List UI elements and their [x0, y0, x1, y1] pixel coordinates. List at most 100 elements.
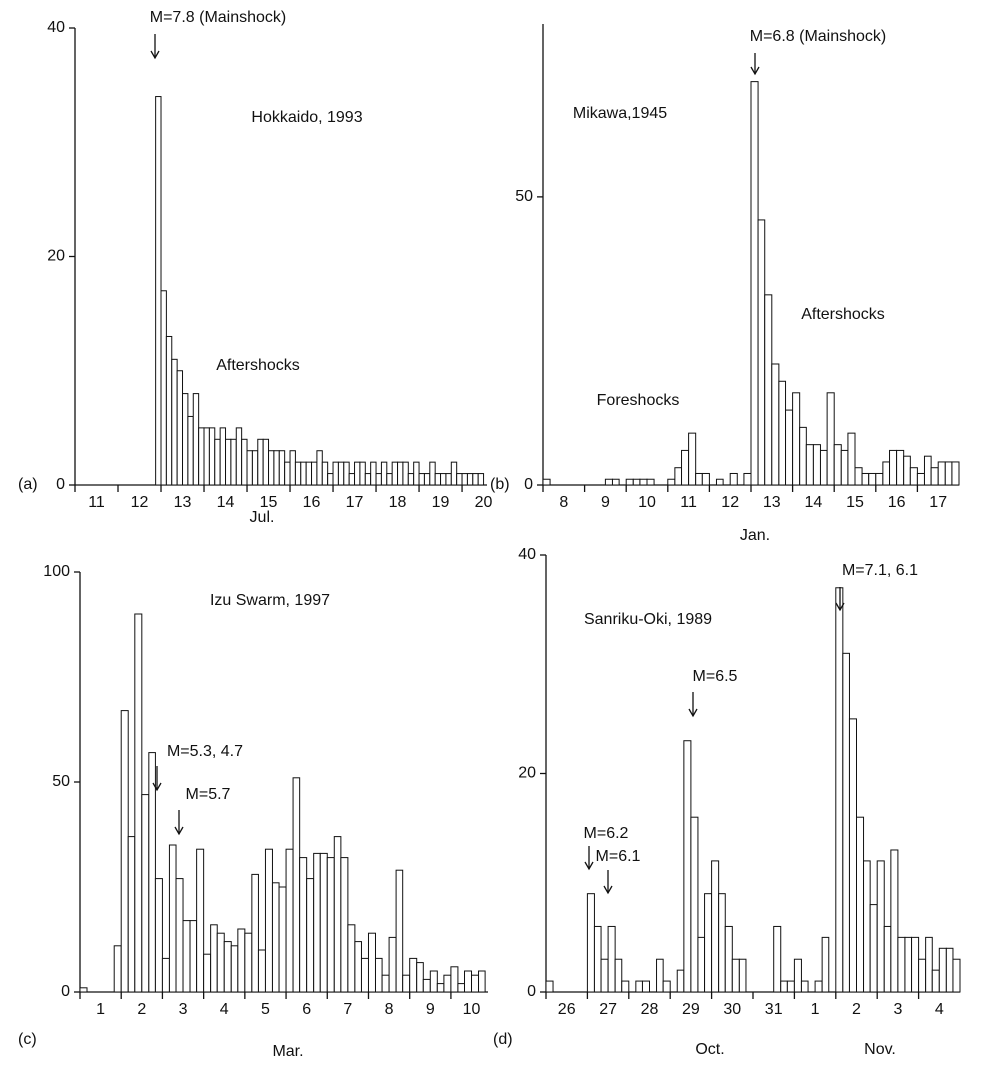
bar — [402, 461, 409, 486]
bar — [402, 974, 411, 993]
x-tick-label: 17 — [346, 494, 364, 511]
bar — [380, 461, 388, 486]
annotation: Aftershocks — [216, 357, 300, 374]
y-tick-label: 0 — [524, 476, 533, 493]
x-tick-label: 9 — [601, 494, 610, 511]
annotation: Foreshocks — [597, 392, 680, 409]
annotation: M=5.3, 4.7 — [167, 743, 243, 760]
y-tick-label: 20 — [47, 248, 65, 265]
bar — [945, 947, 954, 993]
bar — [854, 467, 863, 486]
bar — [909, 467, 918, 486]
bar — [780, 980, 788, 993]
bar — [273, 450, 280, 486]
bar — [461, 473, 468, 486]
bar — [223, 941, 232, 993]
x-tick-label: 6 — [302, 1001, 311, 1018]
bar — [187, 415, 194, 486]
bar — [246, 450, 253, 486]
bar — [738, 958, 747, 993]
bar — [826, 392, 835, 486]
x-tick-label: 13 — [763, 494, 781, 511]
bar — [370, 461, 377, 486]
bar — [203, 427, 210, 486]
arrow-head — [688, 708, 698, 718]
bar — [697, 936, 706, 993]
bar — [667, 478, 676, 486]
bar — [235, 427, 243, 486]
bar — [785, 409, 794, 486]
x-tick-label: 29 — [682, 1001, 700, 1018]
bar — [340, 857, 349, 993]
bar — [793, 958, 802, 993]
bar — [299, 857, 308, 993]
y-tick-label: 100 — [43, 563, 70, 580]
bar — [542, 478, 551, 486]
bar — [225, 438, 232, 486]
bar — [688, 432, 697, 486]
bar — [305, 461, 313, 486]
bar — [285, 848, 294, 993]
bar — [436, 983, 445, 993]
bar — [262, 438, 270, 486]
bar — [856, 816, 865, 993]
bar — [79, 987, 88, 993]
bar — [257, 438, 264, 486]
x-tick-label: 7 — [343, 1001, 352, 1018]
bar — [359, 461, 366, 486]
x-axis-label: Oct. — [695, 1041, 724, 1058]
bar — [171, 358, 178, 486]
bar — [294, 461, 302, 486]
arrow-head — [152, 782, 162, 792]
bar — [764, 294, 773, 486]
bar — [466, 473, 474, 486]
bar — [911, 936, 920, 993]
bar — [429, 970, 438, 993]
panel-label: (c) — [18, 1031, 37, 1048]
x-tick-label: 31 — [765, 1001, 783, 1018]
bar — [154, 878, 163, 993]
bar — [241, 438, 248, 486]
bar — [354, 461, 361, 486]
bar — [113, 945, 122, 993]
bar — [443, 974, 452, 993]
bar — [120, 710, 129, 993]
bar — [889, 449, 898, 486]
bar — [586, 893, 595, 993]
bar — [916, 472, 925, 486]
x-tick-label: 11 — [88, 494, 105, 511]
bar — [792, 392, 801, 486]
y-tick-label: 0 — [61, 983, 70, 1000]
bar — [786, 980, 795, 993]
x-axis-label: Jan. — [740, 527, 770, 544]
panel-title: Sanriku-Oki, 1989 — [584, 611, 712, 628]
y-tick-label: 50 — [52, 773, 70, 790]
x-tick-label: 2 — [137, 1001, 146, 1018]
bar — [416, 962, 424, 993]
bar — [903, 455, 911, 486]
x-tick-label: 3 — [893, 1001, 902, 1018]
bar — [869, 904, 878, 993]
bar — [407, 473, 415, 486]
bar — [750, 81, 759, 486]
bar — [848, 718, 857, 993]
bar — [155, 96, 162, 486]
bar — [326, 857, 335, 993]
bar — [445, 473, 452, 486]
bar — [819, 449, 828, 486]
bar — [160, 290, 167, 486]
bar — [646, 478, 655, 486]
bar — [875, 472, 884, 486]
bar — [704, 893, 713, 993]
bar — [440, 473, 447, 486]
x-axis-label: Jul. — [250, 509, 275, 526]
x-axis-label: Nov. — [864, 1041, 896, 1058]
bar — [882, 461, 891, 486]
bar — [244, 932, 253, 993]
bar — [175, 878, 184, 993]
bar — [292, 777, 301, 993]
bar — [718, 893, 726, 993]
bar — [604, 478, 613, 486]
bar — [321, 461, 329, 486]
bar — [471, 974, 480, 993]
